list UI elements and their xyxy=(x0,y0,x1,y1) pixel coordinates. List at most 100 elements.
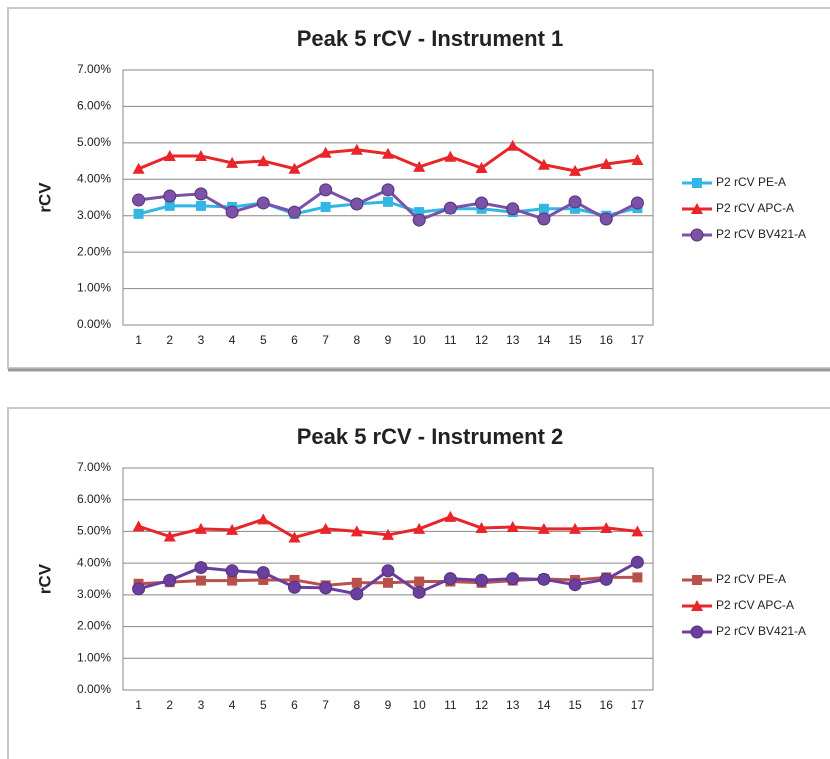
marker xyxy=(257,513,270,525)
x-tick-label: 4 xyxy=(229,333,236,347)
x-tick-label: 6 xyxy=(291,698,298,712)
x-tick-label: 7 xyxy=(322,698,329,712)
marker xyxy=(630,196,644,210)
x-tick-label: 1 xyxy=(135,698,142,712)
y-tick-label: 7.00% xyxy=(77,62,111,76)
marker xyxy=(225,205,239,219)
marker xyxy=(475,573,489,587)
x-tick-label: 12 xyxy=(475,333,489,347)
x-tick-label: 7 xyxy=(322,333,329,347)
y-tick-label: 1.00% xyxy=(77,650,111,664)
x-tick-label: 11 xyxy=(444,333,457,347)
x-tick-label: 15 xyxy=(568,698,582,712)
marker xyxy=(319,581,333,595)
marker xyxy=(538,203,549,214)
marker xyxy=(568,195,582,209)
marker xyxy=(412,213,426,227)
marker xyxy=(194,561,208,575)
marker xyxy=(690,228,704,242)
marker xyxy=(164,200,175,211)
legend-label: P2 rCV BV421-A xyxy=(716,624,806,638)
marker xyxy=(569,164,582,176)
x-tick-label: 16 xyxy=(600,333,614,347)
marker xyxy=(132,162,145,174)
marker xyxy=(444,510,457,522)
x-tick-label: 3 xyxy=(198,698,205,712)
marker xyxy=(631,525,644,537)
marker xyxy=(319,146,332,158)
marker xyxy=(133,208,144,219)
marker xyxy=(691,203,703,214)
chart-title: Peak 5 rCV - Instrument 2 xyxy=(297,424,564,449)
y-tick-label: 0.00% xyxy=(77,682,111,696)
legend-label: P2 rCV APC-A xyxy=(716,598,794,612)
marker xyxy=(288,531,301,543)
marker xyxy=(195,575,206,586)
marker xyxy=(319,183,333,197)
marker xyxy=(692,178,702,188)
marker xyxy=(412,585,426,599)
x-tick-label: 9 xyxy=(385,333,392,347)
x-tick-label: 9 xyxy=(385,698,392,712)
marker xyxy=(630,555,644,569)
marker xyxy=(350,197,364,211)
marker xyxy=(381,564,395,578)
chart-title: Peak 5 rCV - Instrument 1 xyxy=(297,26,564,51)
marker xyxy=(383,196,393,207)
marker xyxy=(132,582,146,596)
marker xyxy=(570,203,581,214)
marker xyxy=(350,587,364,601)
x-tick-label: 5 xyxy=(260,333,267,347)
marker xyxy=(537,158,550,170)
y-tick-label: 3.00% xyxy=(77,587,111,601)
y-axis-label: rCV xyxy=(35,563,54,594)
x-tick-label: 15 xyxy=(568,333,582,347)
marker xyxy=(226,156,239,168)
marker xyxy=(599,572,613,586)
marker xyxy=(600,157,613,169)
marker xyxy=(444,150,457,162)
marker xyxy=(382,528,394,540)
marker xyxy=(132,193,146,207)
marker xyxy=(287,205,301,219)
marker xyxy=(227,575,238,586)
marker xyxy=(319,522,332,534)
y-tick-label: 1.00% xyxy=(77,281,111,295)
marker xyxy=(256,566,270,580)
marker xyxy=(350,525,363,537)
marker xyxy=(506,202,520,216)
marker xyxy=(163,530,176,542)
marker xyxy=(195,200,206,211)
marker xyxy=(691,600,703,611)
marker xyxy=(475,521,488,533)
marker xyxy=(600,521,613,533)
x-tick-label: 6 xyxy=(291,333,298,347)
marker xyxy=(163,149,176,161)
x-tick-label: 16 xyxy=(600,698,614,712)
marker xyxy=(194,149,207,161)
marker xyxy=(568,578,582,592)
marker xyxy=(443,572,457,586)
x-tick-label: 1 xyxy=(135,333,142,347)
marker xyxy=(351,577,362,588)
marker xyxy=(537,522,550,534)
marker xyxy=(443,201,457,215)
y-tick-label: 5.00% xyxy=(77,135,111,149)
marker xyxy=(506,572,520,586)
marker xyxy=(320,201,331,212)
marker xyxy=(163,573,177,587)
y-tick-label: 6.00% xyxy=(77,492,111,506)
marker xyxy=(258,574,269,585)
marker xyxy=(475,161,488,173)
marker xyxy=(381,183,395,197)
y-tick-label: 2.00% xyxy=(77,619,111,633)
y-tick-label: 4.00% xyxy=(77,171,111,185)
marker xyxy=(599,212,613,226)
marker xyxy=(506,520,519,532)
legend-label: P2 rCV PE-A xyxy=(716,572,786,586)
x-tick-label: 3 xyxy=(198,333,205,347)
y-axis-label: rCV xyxy=(35,182,54,213)
y-tick-label: 3.00% xyxy=(77,208,111,222)
